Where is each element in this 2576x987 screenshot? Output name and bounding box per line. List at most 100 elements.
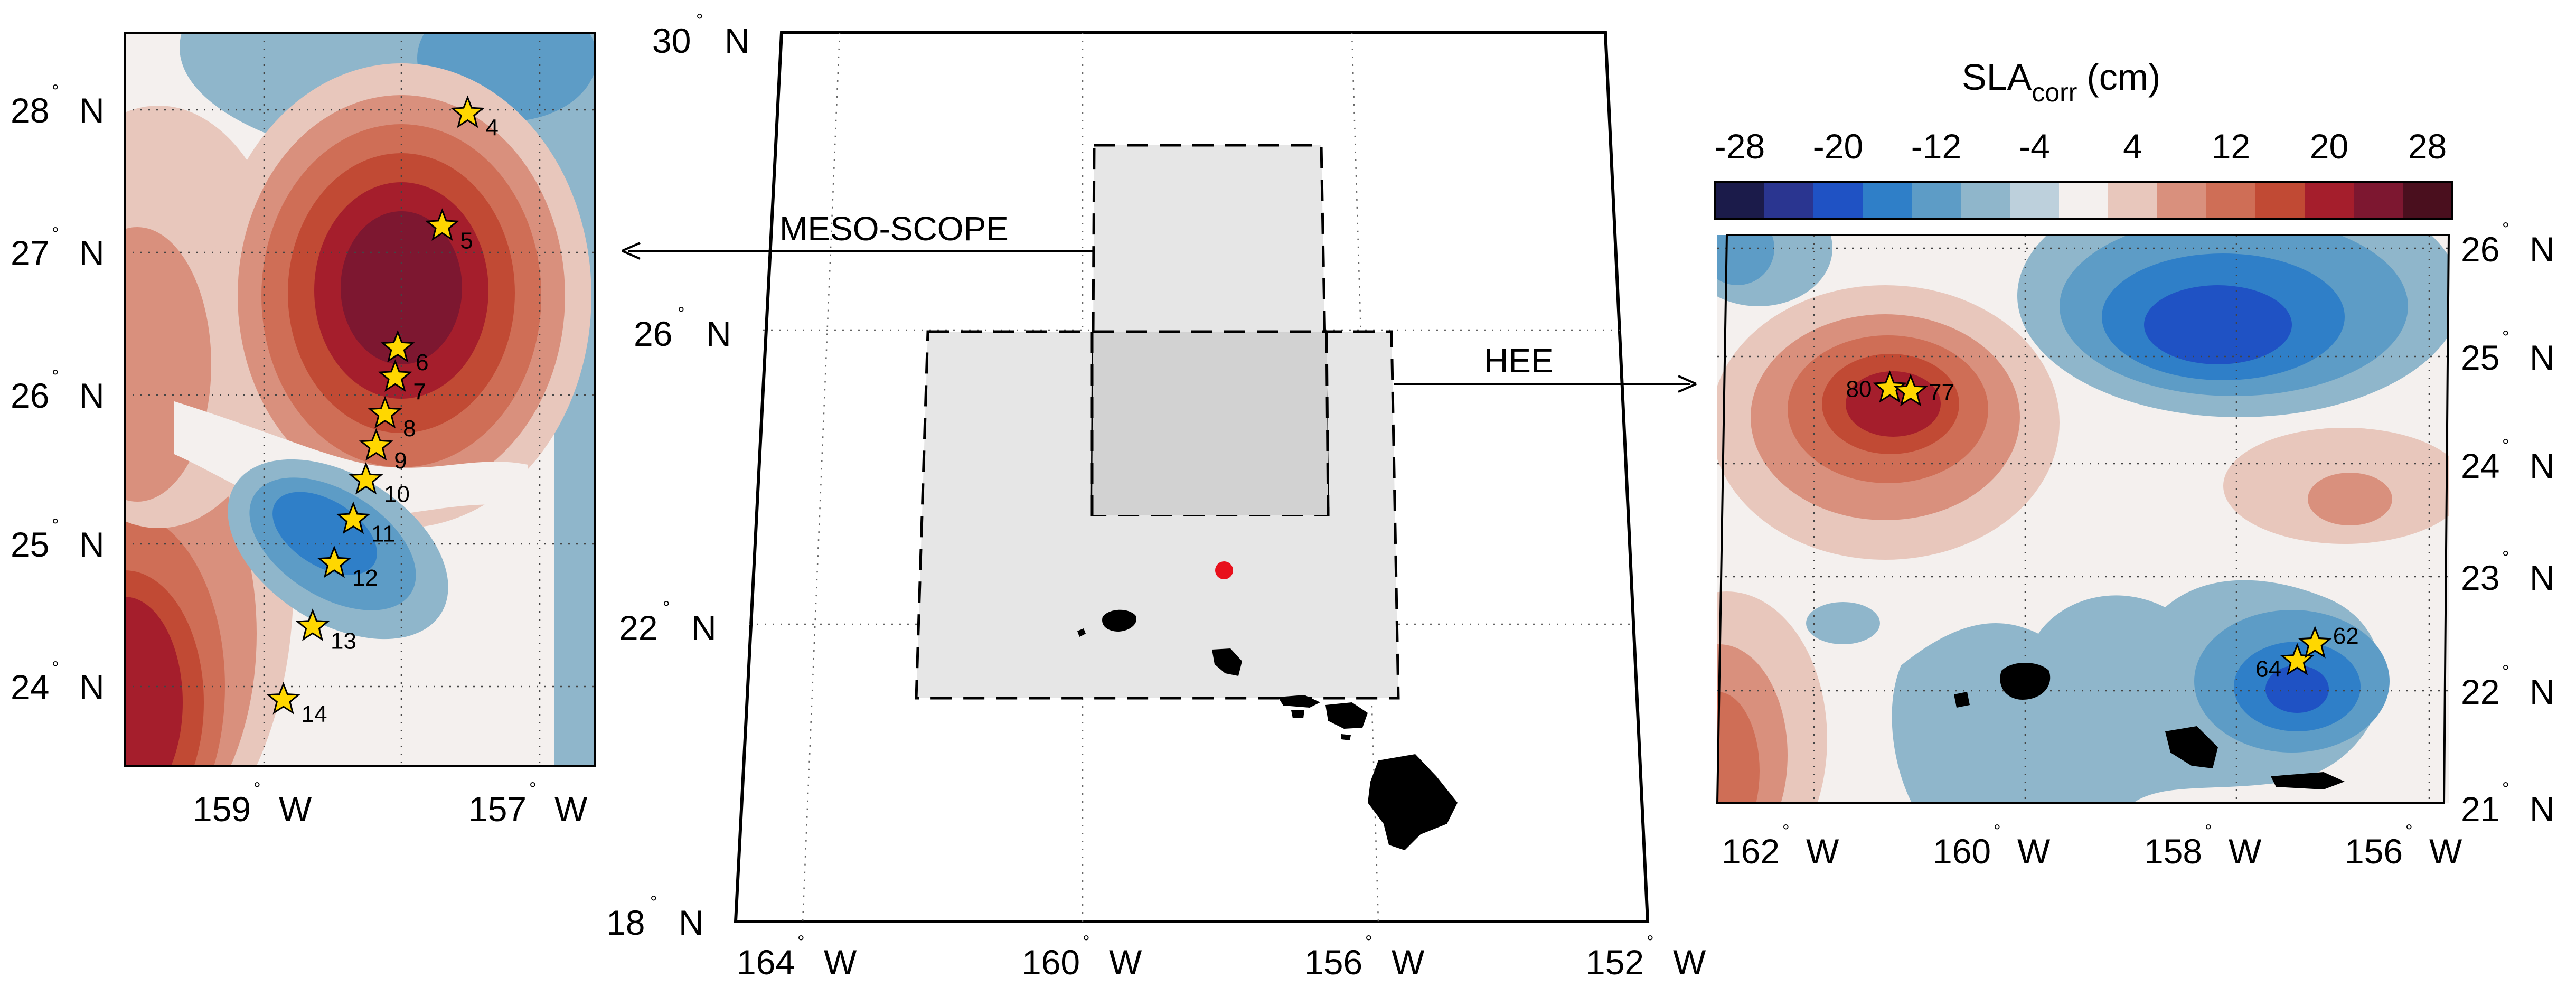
center-lat-hemi: N [691,608,717,647]
station-label: 80 [1846,376,1872,402]
colorbar-bin [2403,182,2452,219]
center-lon-hemi: W [1673,943,1706,982]
deg-symbol: ° [52,515,59,535]
right-lat-26: 26 [2461,230,2499,269]
colorbar-title-main: SLA [1962,57,2032,98]
meso-label: MESO-SCOPE [779,210,1009,248]
center-lon-hemi: W [1392,943,1425,982]
center-lon-160: 160 [1022,943,1080,982]
colorbar-tick-label: 4 [2123,127,2142,166]
colorbar-title: SLAcorr (cm) [1962,57,2160,107]
center-lat-hemi: N [725,21,750,60]
station-star [1873,370,1907,403]
left-lat-24: 24 [11,668,49,707]
station-label: 8 [403,416,416,441]
colorbar-title-unit: (cm) [2086,57,2160,98]
colorbar-tick-label: -20 [1813,127,1863,166]
meso-arrow [622,242,1094,260]
colorbar-bin [2206,182,2256,219]
station-star [380,330,415,363]
left-lon-159: 159 [193,789,251,829]
station-star [378,359,412,392]
station-star [368,396,402,429]
island-oahu [2165,726,2218,768]
island-hawaii [1368,754,1458,850]
colorbar-bin [1961,182,2010,219]
station-label: 77 [1929,380,1954,406]
deg-symbol: ° [2502,548,2509,568]
right-lon-hemi: W [2429,832,2462,871]
arrow-head-right [1678,375,1697,393]
colorbar-bin [1715,182,1765,219]
right-map-frame [1716,234,2450,804]
deg-symbol: ° [1782,821,1790,841]
station-label: 7 [413,379,426,405]
colorbar-bins [1715,182,2452,219]
right-lat-23: 23 [2461,558,2499,597]
colorbar-tick-label: 12 [2212,127,2250,166]
left-map-frame [124,32,596,767]
left-lat-hemi: N [79,668,105,707]
station-star [1893,373,1928,407]
left-lat-26: 26 [11,376,49,415]
colorbar-tick-label: 28 [2408,127,2447,166]
right-lat-hemi: N [2530,338,2555,377]
colorbar-bin [2305,182,2354,219]
station-label: 14 [302,701,327,727]
deg-symbol: ° [2502,662,2509,682]
colorbar-bin [2010,182,2060,219]
colorbar-bin [2354,182,2403,219]
center-islands [1077,609,1458,850]
colorbar-bin [2157,182,2207,219]
arrow-head-left [622,242,641,260]
left-lat-27: 27 [11,233,49,272]
colorbar-bin [1764,182,1814,219]
station-label: 9 [394,448,407,474]
center-lat-30: 30 [652,21,691,60]
station-star [349,462,383,495]
left-lon-labels: 159 ° W 157 ° W [193,779,588,829]
right-lat-22: 22 [2461,672,2499,711]
right-lon-labels: 162 ° W 160 ° W 158 ° W 156 ° W [1722,821,2462,871]
right-lat-21: 21 [2461,789,2499,829]
deg-symbol: ° [678,304,685,324]
left-red-band-5 [125,597,183,766]
left-lon-157: 157 [468,789,527,829]
deg-symbol: ° [253,779,261,799]
right-blue-west [1806,602,1880,644]
right-contour-field: 80 77 64 62 [1717,235,2449,803]
colorbar-bin [2059,182,2109,219]
deg-symbol: ° [650,892,657,913]
station-star [450,95,485,128]
island-kauai [2000,663,2051,700]
center-lon-152: 152 [1586,943,1644,982]
right-lon-hemi: W [2017,832,2051,871]
right-red-east-2 [2308,473,2392,525]
deg-symbol: ° [1083,932,1090,952]
center-lon-hemi: W [1109,943,1142,982]
colorbar-tick-label: -12 [1911,127,1961,166]
right-lon-162: 162 [1722,832,1780,871]
right-islands [1954,663,2345,789]
right-lon-158: 158 [2144,832,2202,871]
station-star [317,545,352,578]
deg-symbol: ° [2502,436,2509,456]
left-lon-hemi: W [554,789,588,829]
right-lat-hemi: N [2530,446,2555,485]
island-molokai [2271,772,2345,789]
deg-symbol: ° [2502,779,2509,799]
center-lat-hemi: N [706,314,731,353]
deg-symbol: ° [663,598,670,618]
deg-symbol: ° [52,81,59,101]
left-lat-28: 28 [11,91,49,130]
station-star [336,501,371,534]
right-grid [1717,235,2449,803]
left-lat-hemi: N [79,525,105,564]
right-red-sw-3 [1717,692,1760,803]
center-lat-26: 26 [634,314,672,353]
center-map-panel: 30 ° N 26 ° N 22 ° N 18 ° N 164 ° W 160 … [606,11,1706,982]
island-molokai [1278,695,1320,708]
island-kauai [1102,609,1136,632]
deg-symbol: ° [2502,219,2509,239]
